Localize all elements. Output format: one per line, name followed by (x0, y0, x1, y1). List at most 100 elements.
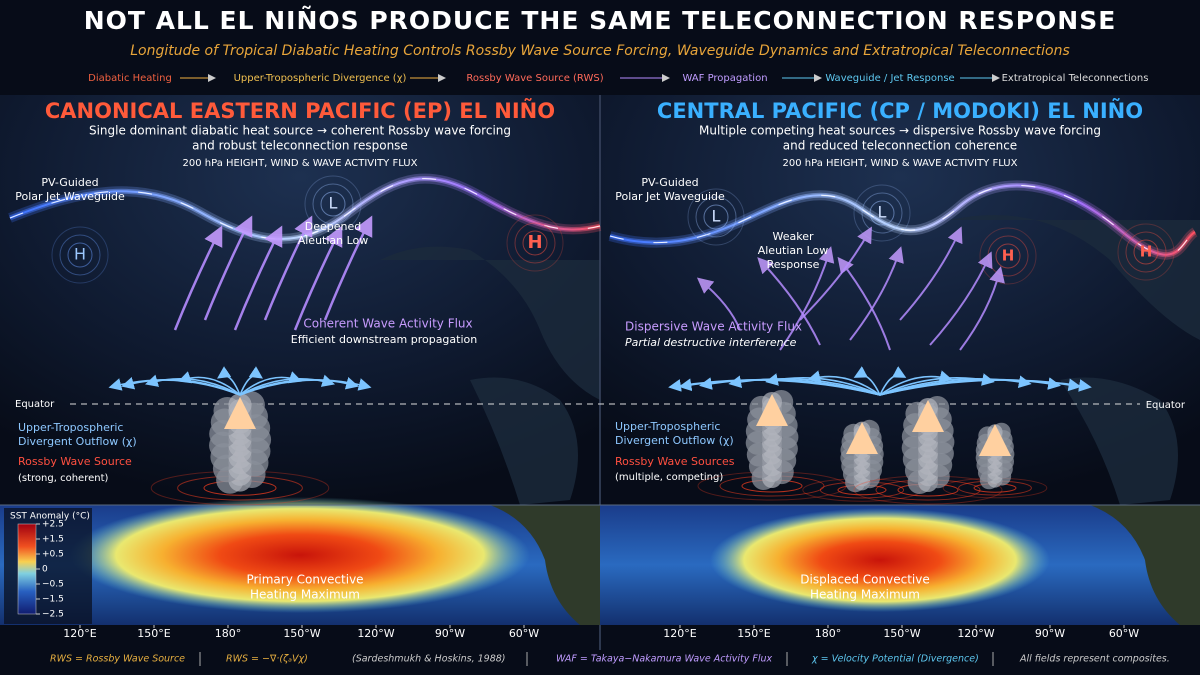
outflow-label: Divergent Outflow (χ) (615, 434, 734, 447)
low-label: Weaker (772, 230, 813, 243)
flow-step: Extratropical Teleconnections (1002, 73, 1149, 84)
low-label: Deepened (305, 220, 361, 233)
outflow-arrow (879, 379, 1092, 396)
pressure-ring (995, 243, 1021, 269)
footer-note: RWS = −∇·(ζₐVχ) (226, 654, 308, 665)
pressure-ring (1125, 231, 1167, 273)
longitude-axis: 120°E 150°E 180° 150°W 120°W 90°W 60°W 120°E 150… (63, 625, 1139, 640)
flux-arrow (173, 225, 223, 331)
land-south-america (1090, 505, 1200, 625)
flux-arrow (757, 257, 821, 346)
land-south-america (470, 377, 578, 505)
heating-label: Heating Maximum (810, 588, 920, 602)
pressure-ring (51, 226, 109, 284)
flux-arrow (849, 246, 904, 341)
outflow-arrow (879, 366, 907, 396)
pressure-ring (320, 191, 346, 217)
flux-title: Coherent Wave Activity Flux (303, 317, 472, 331)
outflow-arrow (177, 371, 241, 396)
outflow-arrow (239, 366, 263, 396)
longitude-label: 150°E (137, 627, 170, 640)
colorbar-tick-label: 0 (42, 565, 48, 575)
low-label: Response (767, 258, 820, 271)
heating-label: Heating Maximum (250, 588, 360, 602)
sst-warm-pool (70, 497, 530, 613)
panel-description: and robust teleconnection response (192, 139, 408, 153)
waveguide-label: Polar Jet Waveguide (615, 190, 725, 203)
flow-step: Diabatic Heating (88, 73, 172, 84)
outflow-label: Upper-Tropospheric (615, 420, 720, 433)
pressure-ring (67, 242, 93, 268)
pressure-center: L (329, 194, 338, 213)
longitude-label: 180° (815, 627, 842, 640)
flow-step: Waveguide / Jet Response (825, 73, 954, 84)
equator-label: Equator (15, 399, 55, 410)
pressure-ring (312, 183, 354, 225)
flux-arrow (233, 225, 283, 331)
jet-stream (9, 178, 601, 240)
flux-title: Dispersive Wave Activity Flux (625, 320, 802, 334)
flow-step: Rossby Wave Source (RWS) (466, 73, 603, 84)
longitude-label: 150°E (737, 627, 770, 640)
pressure-center: H (1140, 243, 1153, 261)
flux-arrow (837, 256, 891, 351)
footer-note: (Sardeshmukh & Hoskins, 1988) (352, 654, 506, 665)
source-title: Rossby Wave Sources (615, 455, 735, 468)
outflow-arrow (765, 373, 881, 396)
colorbar-tick-label: +2.5 (42, 520, 64, 530)
longitude-label: 90°W (1035, 627, 1065, 640)
outflow-arrow (728, 375, 881, 396)
colorbar (17, 523, 37, 615)
pressure-center: H (527, 232, 542, 253)
flux-arrow (779, 246, 835, 351)
pressure-ring (861, 192, 903, 234)
outflow-label: Upper-Tropospheric (18, 421, 123, 434)
colorbar-tick-label: −1.5 (42, 595, 64, 605)
pressure-ring (1133, 239, 1159, 265)
low-label: Aleutian Low (758, 244, 829, 257)
longitude-label: 120°E (663, 627, 696, 640)
longitude-label: 120°W (957, 627, 994, 640)
flux-arrow (696, 277, 741, 331)
flow-row: Diabatic Heating Upper-Tropospheric Dive… (88, 73, 1148, 84)
heating-label: Displaced Convective (800, 573, 929, 587)
flux-arrow (323, 215, 373, 321)
pressure-ring (1117, 223, 1175, 281)
low-label: Aleutian Low (298, 234, 369, 247)
longitude-label: 60°W (1109, 627, 1139, 640)
pressure-center: L (878, 203, 887, 222)
pressure-ring (703, 204, 729, 230)
waveguide-label: PV-Guided (641, 176, 698, 189)
source-note: (strong, coherent) (18, 473, 108, 484)
colorbar-tick-label: +0.5 (42, 550, 64, 560)
pressure-ring (59, 234, 101, 276)
map-label: 200 hPa HEIGHT, WIND & WAVE ACTIVITY FLU… (183, 158, 418, 169)
map-label: 200 hPa HEIGHT, WIND & WAVE ACTIVITY FLU… (783, 158, 1018, 169)
jet-stream (609, 184, 1196, 256)
longitude-label: 150°W (283, 627, 320, 640)
flux-arrow (293, 225, 343, 331)
colorbar-tick-label: +1.5 (42, 535, 64, 545)
panel-title: CENTRAL PACIFIC (CP / MODOKI) EL NIÑO (657, 98, 1143, 123)
panel-title: CANONICAL EASTERN PACIFIC (EP) EL NIÑO (45, 98, 555, 123)
title: NOT ALL EL NIÑOS PRODUCE THE SAME TELECO… (84, 6, 1117, 35)
footer-note: RWS = Rossby Wave Source (50, 654, 185, 665)
footer-note: All fields represent composites. (1019, 654, 1170, 665)
outflow-label: Divergent Outflow (χ) (18, 435, 137, 448)
pressure-ring (869, 200, 895, 226)
panel-description: Single dominant diabatic heat source → c… (89, 124, 511, 138)
waveguide-label: PV-Guided (41, 176, 98, 189)
pressure-ring (687, 188, 745, 246)
subtitle: Longitude of Tropical Diabatic Heating C… (130, 43, 1070, 59)
flow-step: Upper-Tropospheric Divergence (χ) (234, 73, 407, 84)
outflow-arrow (217, 366, 241, 396)
flow-step: WAF Propagation (682, 73, 767, 84)
longitude-label: 90°W (435, 627, 465, 640)
footer-note: WAF = Takaya−Nakamura Wave Activity Flux (556, 654, 773, 665)
pressure-ring (695, 196, 737, 238)
colorbar-tick-label: −2.5 (42, 610, 64, 620)
waveguide-label: Polar Jet Waveguide (15, 190, 125, 203)
pressure-ring (522, 230, 548, 256)
outflow-arrow (239, 374, 335, 396)
